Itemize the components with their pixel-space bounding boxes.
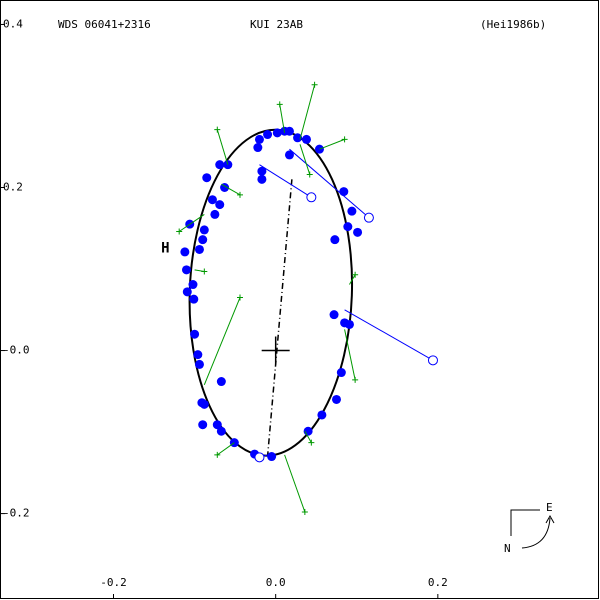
micrometer-point bbox=[201, 268, 208, 275]
observation bbox=[212, 420, 222, 430]
micrometer-point bbox=[352, 271, 359, 278]
observation bbox=[336, 368, 346, 378]
residual-line bbox=[344, 329, 356, 380]
observation bbox=[215, 200, 225, 210]
observation bbox=[353, 227, 363, 237]
micrometer-point bbox=[311, 81, 318, 88]
micrometer-point bbox=[352, 376, 359, 383]
observation bbox=[199, 225, 209, 235]
micrometer-point bbox=[176, 228, 183, 235]
observation bbox=[207, 195, 217, 205]
observation bbox=[181, 265, 191, 275]
micrometer-point bbox=[341, 136, 348, 143]
compass-north: N bbox=[504, 542, 511, 555]
observation bbox=[284, 150, 294, 160]
micrometer-point bbox=[306, 171, 313, 178]
observation bbox=[272, 128, 282, 138]
residual-line bbox=[279, 104, 286, 133]
observation bbox=[198, 420, 208, 430]
observation bbox=[257, 174, 267, 184]
observation bbox=[189, 294, 199, 304]
observation bbox=[188, 280, 198, 290]
y-tick-label: -0.0 bbox=[3, 344, 30, 357]
x-tick-label: -0.2 bbox=[100, 576, 127, 589]
observation bbox=[190, 329, 200, 339]
residual-line bbox=[299, 144, 311, 175]
residual-line bbox=[344, 309, 434, 361]
observation bbox=[182, 287, 192, 297]
observation bbox=[347, 206, 357, 216]
residual-line bbox=[216, 129, 229, 165]
observation bbox=[257, 166, 267, 176]
micrometer-point bbox=[276, 101, 283, 108]
residual-line bbox=[284, 454, 306, 513]
rejected-observation bbox=[363, 212, 374, 223]
residual-line bbox=[289, 148, 370, 219]
observation bbox=[301, 134, 311, 144]
observation bbox=[267, 452, 277, 462]
residual-line bbox=[319, 138, 345, 150]
primary-cross bbox=[261, 336, 290, 365]
compass-east: E bbox=[546, 501, 553, 514]
residual-line bbox=[178, 213, 205, 232]
observation bbox=[254, 134, 264, 144]
chart-subtitle: KUI 23AB bbox=[250, 18, 303, 31]
observation bbox=[293, 133, 303, 143]
observation bbox=[194, 359, 204, 369]
micrometer-point bbox=[214, 451, 221, 458]
rejected-observation bbox=[254, 452, 265, 463]
compass-arrow bbox=[521, 514, 555, 549]
y-tick-label: 0.4 bbox=[3, 17, 23, 30]
micrometer-point bbox=[308, 439, 315, 446]
observation bbox=[329, 310, 339, 320]
observation bbox=[193, 350, 203, 360]
residual-line bbox=[259, 164, 312, 198]
x-tick-label: 0.2 bbox=[428, 576, 448, 589]
observation bbox=[340, 318, 350, 328]
observation bbox=[317, 410, 327, 420]
observation bbox=[253, 143, 263, 153]
micrometer-point bbox=[237, 191, 243, 198]
observation bbox=[331, 394, 341, 404]
rejected-observation bbox=[427, 355, 438, 366]
node-line bbox=[266, 179, 293, 457]
residual-line bbox=[217, 442, 235, 456]
residual-line bbox=[304, 431, 312, 443]
y-tick-label: -0.2 bbox=[3, 507, 30, 520]
observation bbox=[180, 247, 190, 257]
observation bbox=[215, 160, 225, 170]
observation bbox=[343, 222, 353, 232]
reference: (Hei1986b) bbox=[480, 18, 546, 31]
residual-line bbox=[203, 297, 241, 385]
micrometer-point bbox=[237, 294, 243, 301]
observation bbox=[194, 244, 204, 254]
observation bbox=[210, 209, 220, 219]
residual-line bbox=[299, 84, 316, 140]
observation bbox=[216, 426, 226, 436]
x-tick-label: 0.0 bbox=[266, 576, 286, 589]
observation bbox=[216, 377, 226, 387]
chart-title: WDS 06041+2316 bbox=[58, 18, 151, 31]
micrometer-point bbox=[214, 126, 221, 133]
rejected-observation bbox=[306, 192, 317, 203]
observation bbox=[199, 399, 209, 409]
observation bbox=[198, 235, 208, 245]
micrometer-point bbox=[301, 508, 308, 515]
compass bbox=[510, 509, 540, 536]
observation bbox=[202, 173, 212, 183]
observation bbox=[330, 235, 340, 245]
observation bbox=[339, 187, 349, 197]
y-tick-label: 0.2 bbox=[3, 181, 23, 194]
h-marker: H bbox=[161, 241, 169, 257]
observation bbox=[263, 130, 273, 140]
residual-line bbox=[349, 274, 356, 285]
residual-line bbox=[221, 183, 241, 196]
